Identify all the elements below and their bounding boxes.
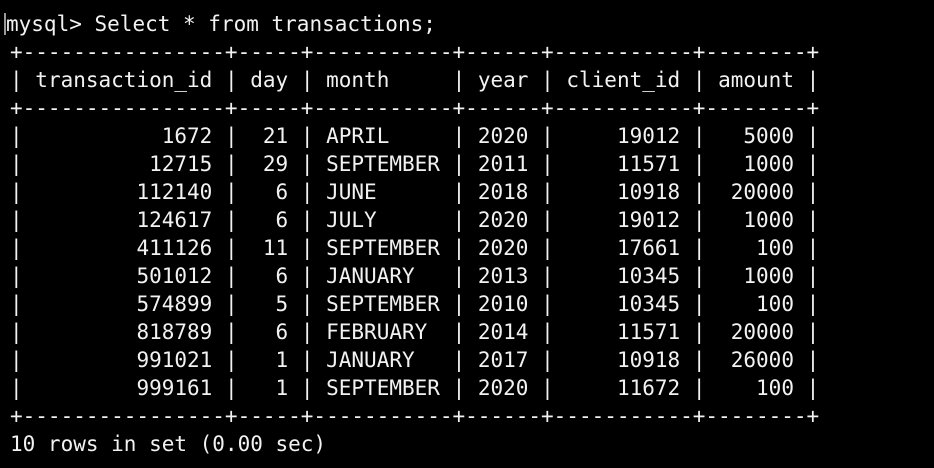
table-cell: 21	[250, 124, 289, 148]
table-cell: 2010	[477, 292, 529, 316]
table-cell: FEBRUARY	[326, 320, 440, 344]
table-row: | 991021 | 1 | JANUARY | 2017 | 10918 | …	[10, 348, 820, 372]
table-cell: 6	[250, 264, 289, 288]
table-cell: 2020	[477, 236, 529, 260]
column-header: client_id	[566, 68, 681, 92]
table-cell: 2013	[477, 264, 529, 288]
table-cell: JULY	[326, 208, 440, 232]
table-cell: 1000	[718, 208, 794, 232]
table-cell: 29	[250, 152, 289, 176]
table-cell: 1000	[718, 264, 794, 288]
table-cell: 2014	[477, 320, 529, 344]
table-cell: SEPTEMBER	[326, 292, 440, 316]
table-header-row: | transaction_id | day | month | year | …	[10, 68, 820, 92]
table-cell: 2018	[477, 180, 529, 204]
table-row: | 12715 | 29 | SEPTEMBER | 2011 | 11571 …	[10, 152, 820, 176]
table-cell: 10345	[566, 292, 681, 316]
table-cell: 10345	[566, 264, 681, 288]
table-row: | 124617 | 6 | JULY | 2020 | 19012 | 100…	[10, 208, 820, 232]
table-cell: 6	[250, 180, 289, 204]
column-header: day	[250, 68, 289, 92]
table-cell: JANUARY	[326, 348, 440, 372]
result-summary: 10 rows in set (0.00 sec)	[10, 432, 327, 456]
mysql-prompt: mysql>	[6, 12, 95, 36]
table-row: | 574899 | 5 | SEPTEMBER | 2010 | 10345 …	[10, 292, 820, 316]
table-cell: 818789	[35, 320, 213, 344]
table-cell: 2020	[477, 208, 529, 232]
table-row: | 1672 | 21 | APRIL | 2020 | 19012 | 500…	[10, 124, 820, 148]
table-row: | 112140 | 6 | JUNE | 2018 | 10918 | 200…	[10, 180, 820, 204]
table-row: | 818789 | 6 | FEBRUARY | 2014 | 11571 |…	[10, 320, 820, 344]
table-cell: 411126	[35, 236, 213, 260]
column-header: transaction_id	[35, 68, 213, 92]
table-cell: JUNE	[326, 180, 440, 204]
table-row: | 501012 | 6 | JANUARY | 2013 | 10345 | …	[10, 264, 820, 288]
table-border-top: +----------------+-----+-----------+----…	[10, 40, 820, 64]
table-cell: SEPTEMBER	[326, 376, 440, 400]
table-cell: 124617	[35, 208, 213, 232]
table-cell: 6	[250, 320, 289, 344]
table-cell: 2020	[477, 376, 529, 400]
table-cell: 100	[718, 292, 794, 316]
table-cell: 5000	[718, 124, 794, 148]
table-cell: 11672	[566, 376, 681, 400]
table-cell: 2011	[477, 152, 529, 176]
table-cell: 991021	[35, 348, 213, 372]
table-cell: 10918	[566, 348, 681, 372]
table-cell: 2017	[477, 348, 529, 372]
table-cell: 20000	[718, 320, 794, 344]
table-cell: 100	[718, 376, 794, 400]
table-cell: 6	[250, 208, 289, 232]
column-header: month	[326, 68, 440, 92]
table-cell: 17661	[566, 236, 681, 260]
table-cell: APRIL	[326, 124, 440, 148]
result-table: +----------------+-----+-----------+----…	[0, 38, 934, 430]
table-cell: 10918	[566, 180, 681, 204]
command-line: mysql> Select * from transactions;	[0, 10, 934, 38]
sql-command: Select * from transactions;	[94, 12, 436, 36]
table-cell: 20000	[718, 180, 794, 204]
table-cell: SEPTEMBER	[326, 152, 440, 176]
table-cell: 11571	[566, 152, 681, 176]
table-cell: 100	[718, 236, 794, 260]
table-cell: 1000	[718, 152, 794, 176]
column-header: amount	[718, 68, 794, 92]
table-cell: 19012	[566, 124, 681, 148]
table-cell: 1	[250, 376, 289, 400]
table-cell: JANUARY	[326, 264, 440, 288]
table-cell: 2020	[477, 124, 529, 148]
cursor-marker	[4, 13, 6, 35]
table-row: | 999161 | 1 | SEPTEMBER | 2020 | 11672 …	[10, 376, 820, 400]
table-cell: 26000	[718, 348, 794, 372]
table-cell: 11	[250, 236, 289, 260]
table-border-bottom: +----------------+-----+-----------+----…	[10, 404, 820, 428]
column-header: year	[477, 68, 529, 92]
table-cell: 501012	[35, 264, 213, 288]
table-row: | 411126 | 11 | SEPTEMBER | 2020 | 17661…	[10, 236, 820, 260]
table-cell: 5	[250, 292, 289, 316]
table-cell: 999161	[35, 376, 213, 400]
table-cell: 12715	[35, 152, 213, 176]
table-cell: 1672	[35, 124, 213, 148]
table-border-header: +----------------+-----+-----------+----…	[10, 96, 820, 120]
table-cell: SEPTEMBER	[326, 236, 440, 260]
table-cell: 1	[250, 348, 289, 372]
table-cell: 11571	[566, 320, 681, 344]
table-cell: 574899	[35, 292, 213, 316]
table-cell: 112140	[35, 180, 213, 204]
table-cell: 19012	[566, 208, 681, 232]
